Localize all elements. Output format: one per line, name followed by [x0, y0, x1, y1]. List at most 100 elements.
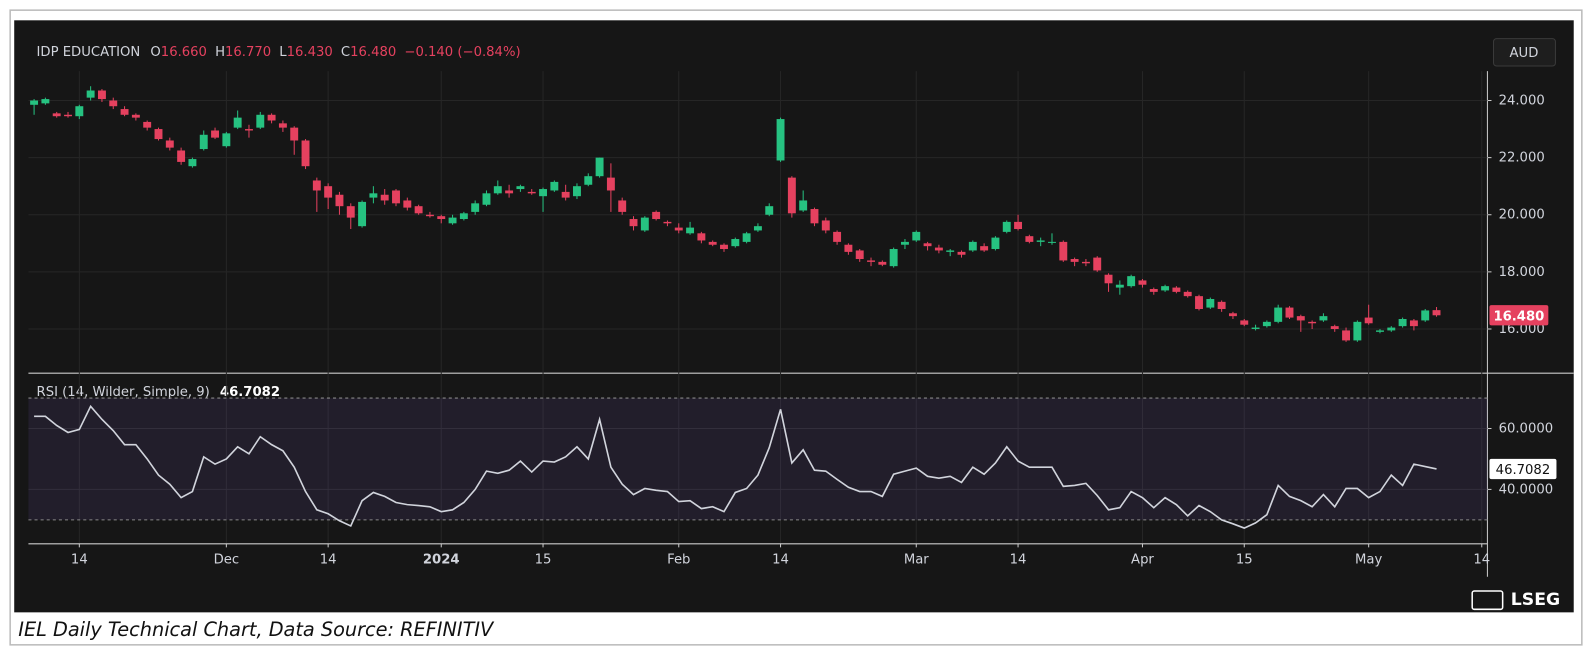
candle-body	[256, 114, 265, 128]
legend-key: L	[279, 45, 287, 60]
rsi-header: RSI (14, Wilder, Simple, 9) 46.7082	[37, 385, 280, 400]
candle-body	[1172, 287, 1181, 292]
candle-body	[1014, 221, 1023, 230]
candle-body	[550, 181, 559, 191]
rsi-value-tag	[1489, 458, 1557, 480]
y-tick-label: 16.000	[1499, 322, 1545, 337]
candle-body	[493, 186, 502, 194]
candle-body	[742, 233, 751, 242]
candle-body	[527, 191, 536, 194]
candle-body	[573, 186, 581, 197]
candle-body	[471, 203, 480, 212]
candle-body	[1421, 310, 1430, 321]
candle-body	[1059, 241, 1068, 261]
candle-body	[1070, 259, 1079, 262]
candle-body	[889, 249, 898, 267]
candle-body	[30, 100, 39, 105]
candle-body	[595, 157, 604, 177]
candle-body	[516, 186, 525, 190]
candle-body	[991, 237, 1000, 250]
candle-body	[392, 190, 400, 204]
candle-body	[844, 244, 853, 252]
candle-body	[1432, 310, 1441, 316]
x-tick-label: Dec	[214, 553, 240, 568]
candle-body	[765, 206, 774, 215]
logo-text: LSEG	[1511, 590, 1560, 610]
candle-body	[425, 214, 434, 217]
candle-body	[584, 176, 593, 185]
candle-body	[143, 121, 152, 128]
legend-key: O	[150, 45, 160, 60]
currency[interactable]: AUD	[1510, 46, 1539, 61]
title: IDP EDUCATION	[37, 45, 141, 60]
candle-body	[1115, 284, 1124, 288]
candle-body	[1398, 318, 1407, 327]
candle-body	[1206, 299, 1215, 308]
candle-body	[1025, 236, 1034, 242]
rsi-value-label: 46.7082	[1496, 463, 1551, 478]
y-tick-label: 60.0000	[1499, 422, 1554, 437]
candle-body	[278, 123, 287, 128]
candle-body	[561, 191, 570, 198]
candle-body	[1387, 327, 1396, 331]
chart-background	[14, 20, 1574, 613]
y-tick-label: 24.000	[1499, 94, 1545, 109]
candle-body	[301, 140, 310, 167]
currency-box[interactable]	[1493, 38, 1556, 67]
legend-value: 16.480	[350, 45, 396, 60]
candle-body	[199, 134, 208, 150]
legend-key: C	[341, 45, 350, 60]
candle-body	[222, 133, 231, 147]
candle-body	[821, 220, 830, 231]
candle-body	[437, 216, 446, 220]
y-tick-label: 40.0000	[1499, 482, 1554, 497]
y-tick-label: 22.000	[1499, 151, 1545, 166]
candle-body	[708, 241, 717, 245]
candle-body	[1048, 241, 1056, 243]
candle-body	[414, 206, 423, 214]
candle-body	[1149, 289, 1158, 292]
candle-body	[505, 190, 514, 194]
candle-body	[154, 129, 163, 140]
candle-body	[267, 114, 276, 121]
x-tick-label: 2024	[423, 553, 460, 568]
candle-body	[233, 117, 242, 128]
candle-body	[923, 243, 932, 247]
candle-body	[1036, 240, 1045, 242]
candle-body	[1093, 257, 1102, 271]
x-tick-label: 15	[535, 553, 552, 568]
candle-body	[855, 250, 864, 260]
candle-body	[97, 90, 106, 100]
x-tick-label: 14	[772, 553, 789, 568]
legend-value: 16.770	[225, 45, 271, 60]
candle-body	[539, 189, 547, 197]
candle-body	[1217, 301, 1226, 309]
candle-body	[1195, 296, 1203, 309]
candle-body	[606, 177, 615, 191]
candle-body	[968, 241, 977, 251]
rsi-line	[34, 404, 1437, 529]
candle-body	[1364, 317, 1373, 324]
candle-body	[1274, 307, 1283, 322]
candle-body	[618, 200, 627, 212]
candle-body	[663, 221, 672, 224]
candle-body	[799, 200, 808, 211]
candle-body	[1376, 330, 1384, 332]
candle-body	[720, 244, 728, 250]
change: −0.140 (−0.84%)	[404, 45, 520, 60]
candle-body	[878, 261, 887, 265]
candle-body	[1104, 274, 1113, 284]
candle-body	[346, 206, 355, 218]
candle-body	[1127, 276, 1136, 287]
candle-body	[1308, 321, 1317, 324]
candle-body	[335, 194, 344, 207]
candle-body	[980, 246, 989, 251]
grid	[28, 71, 1488, 544]
rsi-title: RSI (14, Wilder, Simple, 9)	[37, 385, 210, 400]
candle-body	[52, 113, 61, 117]
candle-body	[652, 211, 661, 220]
logo-icon	[1471, 590, 1504, 611]
candle-body	[1081, 261, 1090, 264]
candle-body	[403, 200, 412, 208]
